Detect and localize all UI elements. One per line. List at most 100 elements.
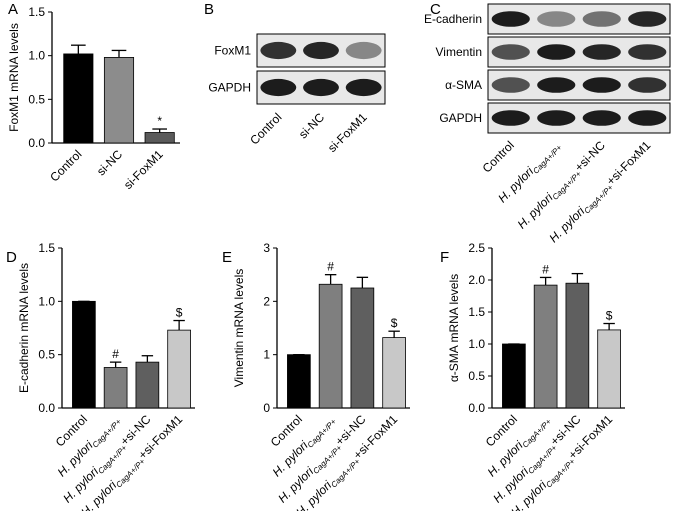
- significance-mark: $: [176, 306, 183, 320]
- blot-band: [628, 44, 667, 60]
- panel-label: C: [430, 1, 441, 18]
- y-tick-label: 1.0: [28, 49, 45, 63]
- bar: [72, 300, 96, 409]
- y-tick-label: 0: [263, 401, 270, 415]
- bar: [382, 337, 406, 409]
- label-suffix: +si-FoxM1: [604, 138, 654, 188]
- blot-row-label: FoxM1: [214, 44, 251, 58]
- category-label: Control: [247, 110, 284, 147]
- blot-row-label: Vimentin: [436, 45, 482, 59]
- significance-mark: $: [391, 316, 398, 330]
- label-subscript: CagA+/P+: [531, 143, 564, 176]
- y-tick-label: 0.0: [28, 136, 45, 150]
- bar: [63, 53, 94, 144]
- significance-mark: *: [157, 114, 162, 128]
- bar: [135, 361, 160, 409]
- blot-band: [260, 41, 297, 60]
- blot-row-label: GAPDH: [208, 81, 251, 95]
- label-subscript: CagA+/P+: [521, 417, 554, 450]
- significance-mark: #: [542, 262, 549, 276]
- label-subscript: CagA+/P+: [306, 417, 339, 450]
- y-tick-label: 0.0: [38, 401, 55, 415]
- blot-row-label: α-SMA: [445, 78, 482, 92]
- y-tick-label: 0.0: [468, 401, 485, 415]
- blot-row-label: E-cadherin: [424, 12, 482, 26]
- y-tick-label: 1.0: [38, 294, 55, 308]
- blot-band: [582, 44, 621, 60]
- panel-label: F: [440, 249, 449, 266]
- category-label: si-FoxM1: [325, 110, 370, 155]
- y-axis-label: Vimentin mRNA levels: [232, 269, 246, 388]
- blot-band: [628, 110, 667, 126]
- significance-mark: $: [606, 309, 613, 323]
- bar: [103, 367, 128, 409]
- blot-band: [582, 77, 621, 93]
- bar: [350, 287, 375, 409]
- label-subscript: CagA+/P+: [551, 169, 584, 202]
- y-tick-label: 1.5: [28, 5, 45, 19]
- bar: [318, 283, 343, 409]
- bar: [167, 329, 191, 409]
- blot-band: [491, 44, 530, 60]
- blot-band: [537, 77, 576, 93]
- blot-row-label: GAPDH: [439, 111, 482, 125]
- bar: [502, 343, 526, 409]
- blot-band: [582, 11, 621, 27]
- y-tick-label: 3: [263, 241, 270, 255]
- blot-band: [491, 110, 530, 126]
- label-subscript: CagA+/P+: [329, 457, 362, 490]
- label-subscript: CagA+/P+: [91, 417, 124, 450]
- y-tick-label: 1.5: [468, 305, 485, 319]
- bar: [565, 282, 590, 409]
- y-tick-label: 1.5: [38, 241, 55, 255]
- blot-band: [303, 78, 339, 97]
- category-label: si-NC: [94, 147, 125, 178]
- y-tick-label: 2.0: [468, 273, 485, 287]
- category-label: Control: [47, 147, 84, 184]
- label-subscript: CagA+/P+: [311, 443, 344, 476]
- panel-label: A: [8, 1, 18, 18]
- label-subscript: CagA+/P+: [114, 457, 147, 490]
- y-tick-label: 2.5: [468, 241, 485, 255]
- blot-band: [260, 78, 297, 97]
- category-label: Control: [480, 138, 517, 175]
- blot-band: [582, 110, 621, 126]
- category-label: si-FoxM1: [121, 147, 166, 192]
- label-italic: H. pylori: [515, 190, 556, 231]
- blot-band: [628, 11, 667, 27]
- bar: [287, 354, 311, 409]
- panel-label: B: [204, 1, 214, 18]
- bar: [144, 132, 175, 144]
- blot-band: [345, 78, 382, 97]
- label-subscript: CagA+/P+: [526, 443, 559, 476]
- y-tick-label: 1.0: [468, 337, 485, 351]
- category-label: si-NC: [296, 110, 327, 141]
- label-italic: H. pylori: [546, 204, 587, 245]
- blot-band: [537, 11, 576, 27]
- y-tick-label: 1: [263, 348, 270, 362]
- label-suffix: +si-NC: [572, 138, 608, 174]
- y-axis-label: α-SMA mRNA levels: [447, 274, 461, 382]
- blot-band: [491, 11, 530, 27]
- y-axis-label: E-cadherin mRNA levels: [17, 263, 31, 393]
- significance-mark: #: [112, 347, 119, 361]
- blot-band: [537, 110, 576, 126]
- blot-band: [491, 77, 530, 93]
- blot-band: [628, 77, 667, 93]
- y-tick-label: 0.5: [38, 348, 55, 362]
- significance-mark: #: [327, 260, 334, 274]
- panel-label: E: [222, 249, 232, 266]
- bar: [597, 329, 621, 409]
- blot-band: [537, 44, 576, 60]
- y-tick-label: 2: [263, 294, 270, 308]
- bar: [103, 57, 135, 144]
- y-axis-label: FoxM1 mRNA levels: [7, 23, 21, 132]
- blot-band: [303, 41, 339, 60]
- y-tick-label: 0.5: [28, 92, 45, 106]
- panel-label: D: [6, 249, 17, 266]
- label-subscript: CagA+/P+: [544, 457, 577, 490]
- label-subscript: CagA+/P+: [582, 183, 615, 216]
- bar: [533, 284, 558, 409]
- y-tick-label: 0.5: [468, 369, 485, 383]
